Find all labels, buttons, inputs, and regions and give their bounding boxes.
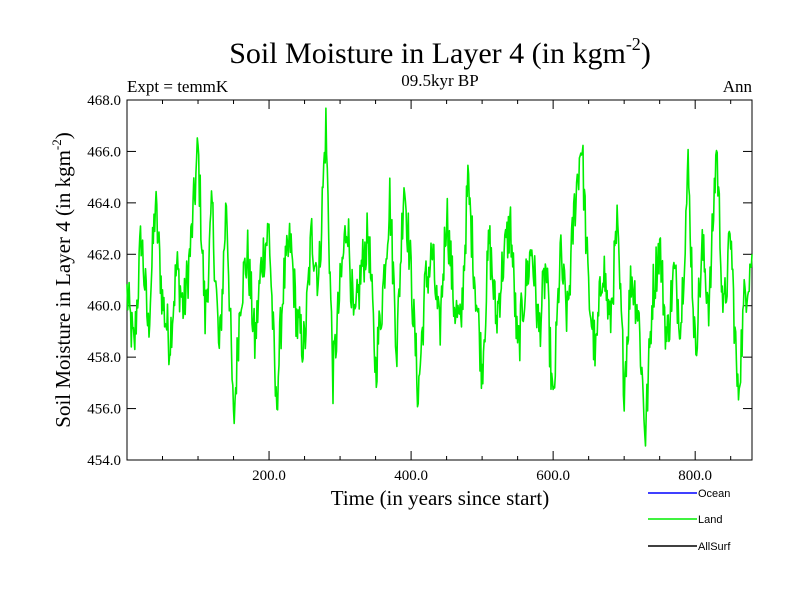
y-tick-label: 468.0 <box>87 93 121 109</box>
y-tick-label: 454.0 <box>87 453 121 469</box>
x-tick-label: 600.0 <box>536 468 570 484</box>
legend-land-label: Land <box>698 514 722 526</box>
y-tick-label: 462.0 <box>87 247 121 263</box>
x-axis-label: Time (in years since start) <box>331 486 550 510</box>
legend: Ocean Land AllSurf <box>648 488 731 553</box>
plot-frame <box>126 99 753 461</box>
subtitle: 09.5kyr BP <box>401 71 478 90</box>
x-tick-label: 200.0 <box>252 468 286 484</box>
y-tick-label: 466.0 <box>87 144 121 160</box>
season-label: Ann <box>723 77 753 96</box>
x-tick-label: 800.0 <box>678 468 712 484</box>
y-tick-label: 458.0 <box>87 350 121 366</box>
y-tick-label: 460.0 <box>87 299 121 315</box>
series-lines <box>126 107 753 447</box>
x-tick-label: 400.0 <box>394 468 428 484</box>
y-tick-label: 456.0 <box>87 402 121 418</box>
legend-ocean-label: Ocean <box>698 488 730 500</box>
y-axis-label: Soil Moisture in Layer 4 (in kgm-2) <box>49 132 75 427</box>
axis-ticks: 454.0 456.0 458.0 460.0 462.0 464.0 466.0 468.0… <box>87 93 752 484</box>
legend-allsurf-label: AllSurf <box>698 541 731 553</box>
chart-title: Soil Moisture in Layer 4 (in kgm-2) <box>229 34 651 70</box>
series-line-land <box>126 107 753 447</box>
y-tick-label: 464.0 <box>87 196 121 212</box>
experiment-label: Expt = temmK <box>127 77 229 96</box>
